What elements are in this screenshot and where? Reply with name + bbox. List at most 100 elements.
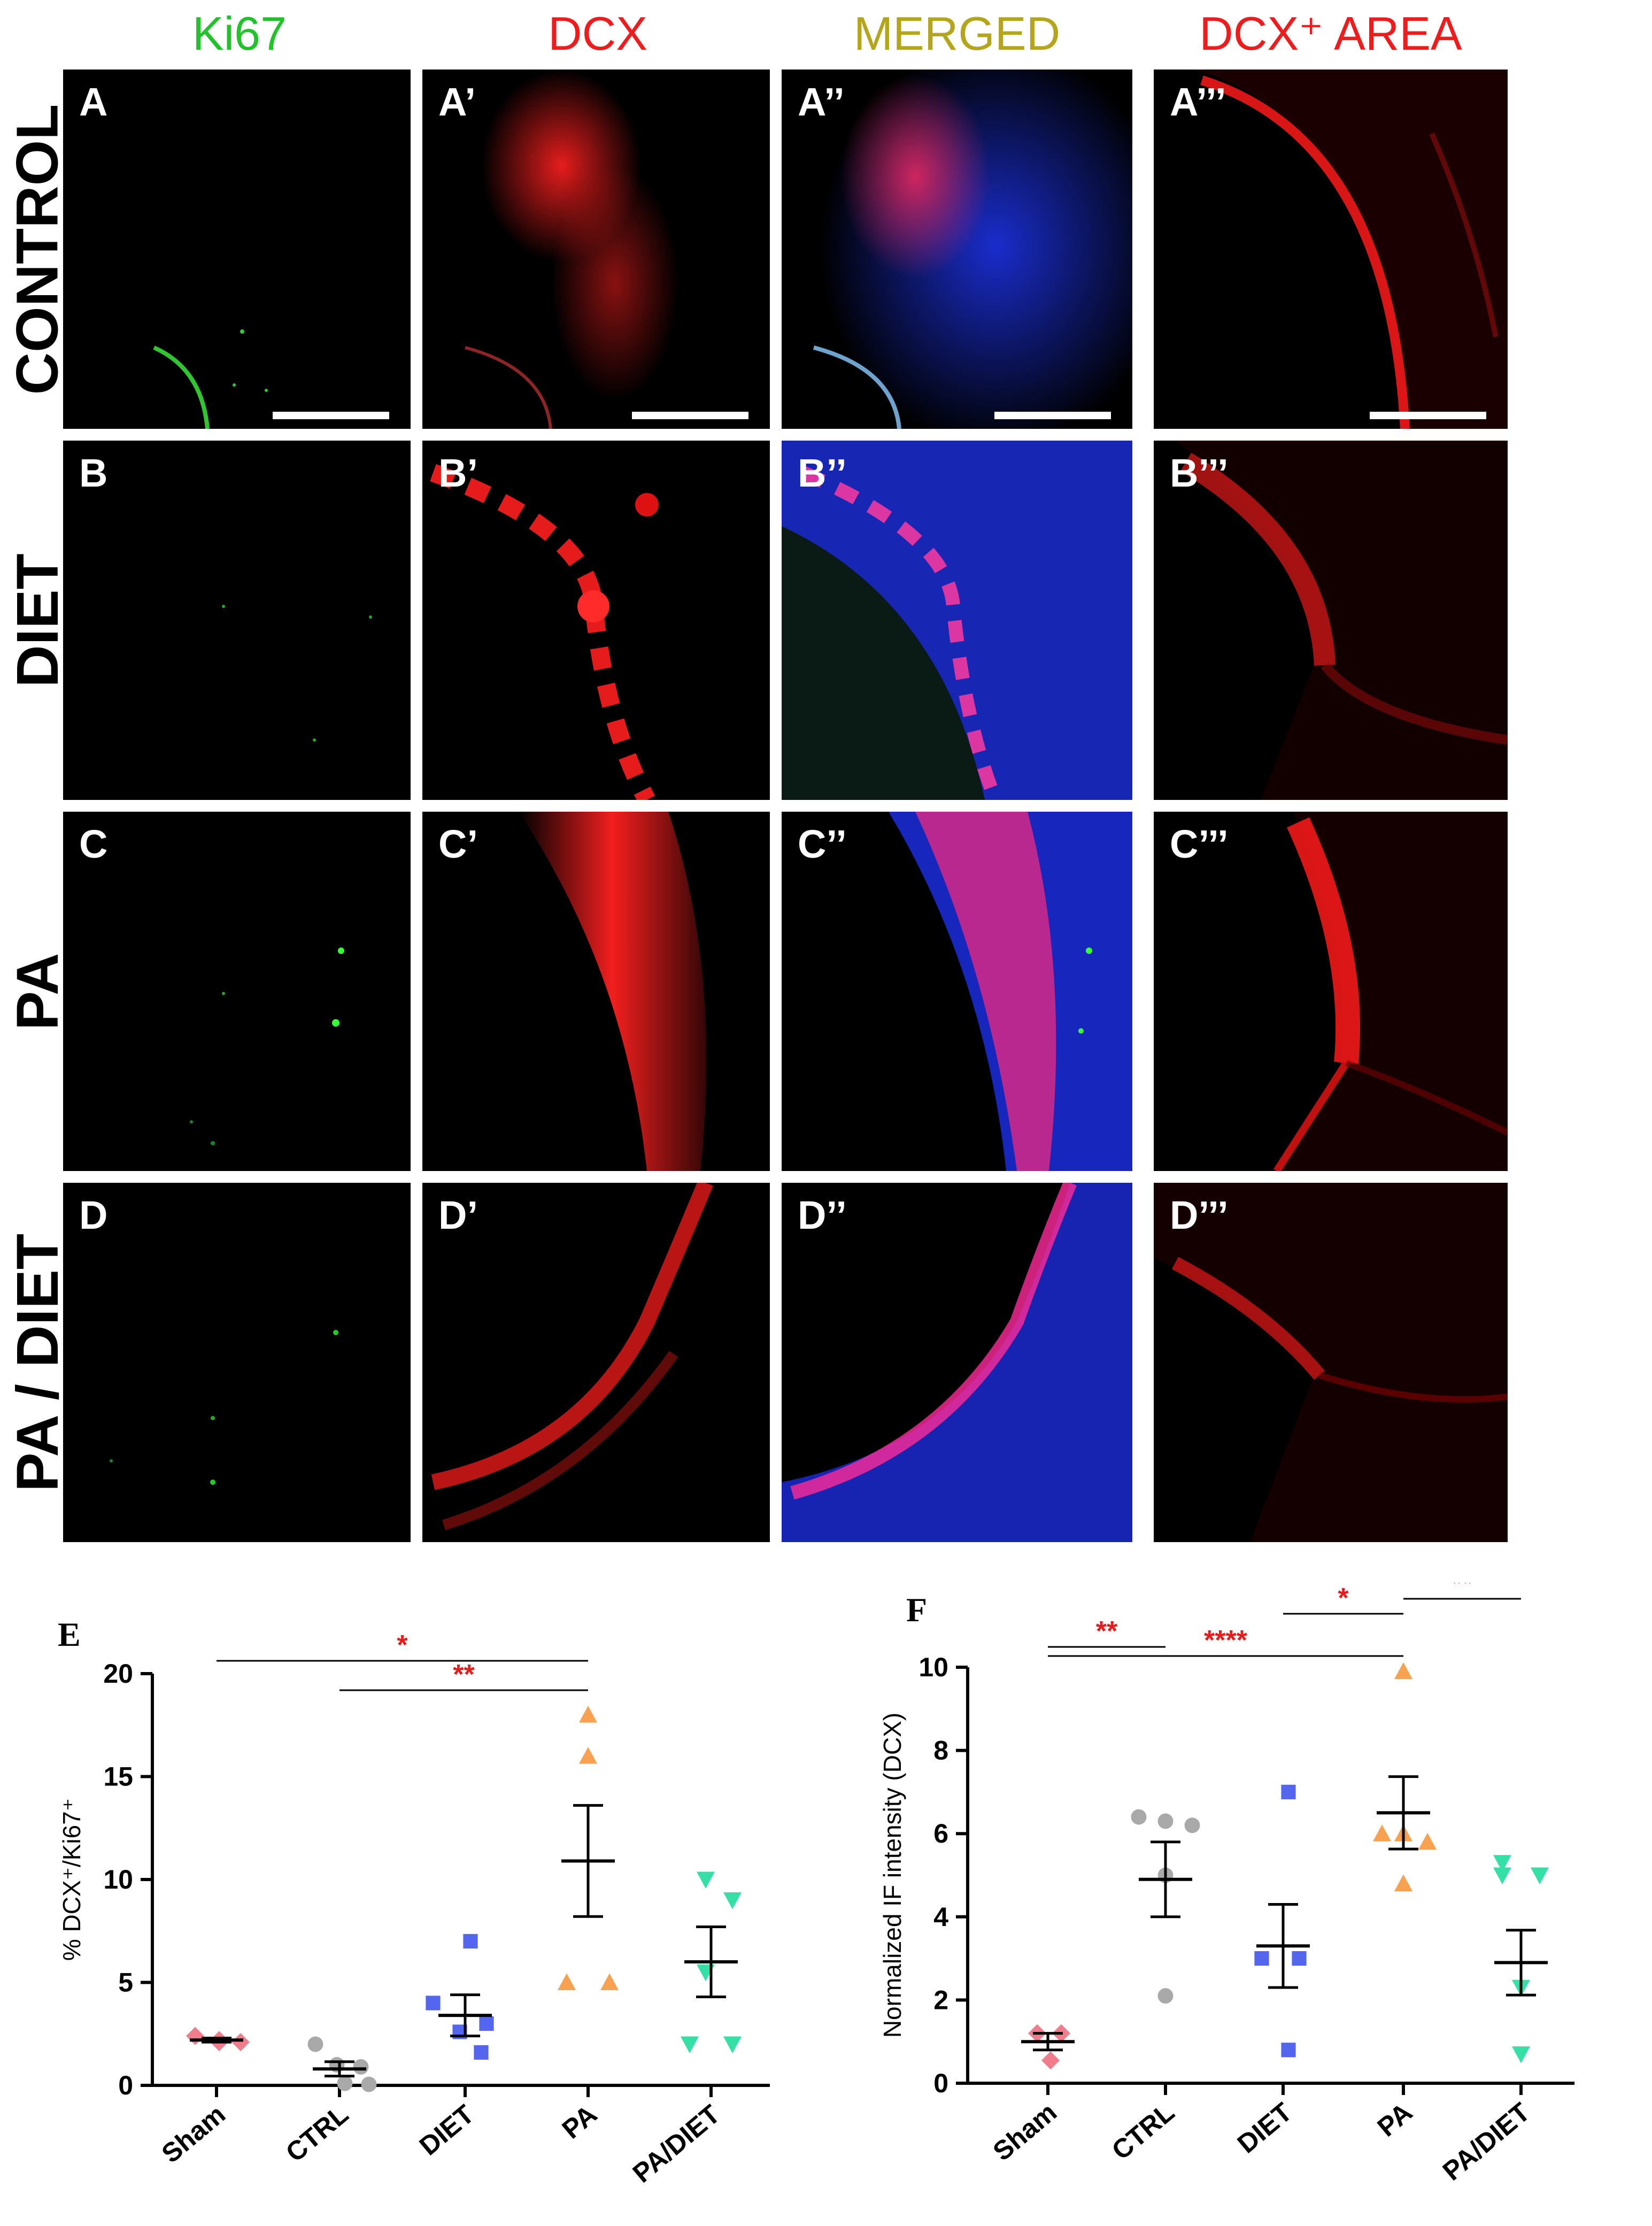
micrograph-ki67-diet: B: [63, 441, 411, 800]
micrograph-dcx-pa: C’: [422, 812, 770, 1171]
significance-label: **: [453, 1659, 475, 1690]
chart-f-if-intensity: F 0 2 4 6 8 10 Normalized IF intensity (DCX) Sha…: [878, 1583, 1574, 2186]
x-tick-label: PA/DIET: [1437, 2097, 1535, 2186]
x-tick-label: Sham: [156, 2099, 231, 2169]
data-point: [1254, 1951, 1269, 1966]
micrograph-ki67-pa: C: [63, 812, 411, 1171]
data-point: [579, 1706, 597, 1723]
x-tick-label: Sham: [987, 2097, 1062, 2167]
x-tick-label: DIET: [1232, 2097, 1298, 2159]
x-tick-label: PA: [557, 2099, 603, 2145]
y-tick-label: 10: [918, 1652, 948, 1682]
data-point: [558, 1973, 576, 1990]
y-tick-label: 2: [933, 1985, 948, 2015]
micrograph-dcx-area-pa: C’’’: [1154, 812, 1508, 1171]
data-point: [1184, 1817, 1200, 1834]
x-tick-label: PA: [1372, 2097, 1418, 2143]
data-point: [1493, 1867, 1511, 1884]
data-point: [307, 2036, 323, 2052]
data-point: [186, 2027, 204, 2045]
y-tick-label: 20: [103, 1659, 133, 1689]
significance-label: *: [397, 1630, 408, 1661]
y-tick-label: 4: [933, 1902, 948, 1932]
micrograph-dcx-area-diet: B’’’: [1154, 441, 1508, 800]
panel-label: D’: [438, 1193, 478, 1237]
panel-label: E: [58, 1615, 81, 1653]
data-point: [353, 2059, 369, 2075]
chart-e-dcx-ki67: E 0 5 10 15 20 % DCX⁺/Ki67⁺ Sham CTRL DIET PA PA/DI…: [58, 1615, 770, 2189]
x-tick-label: DIET: [414, 2099, 480, 2161]
y-tick-label: 10: [103, 1865, 133, 1894]
data-point: [1394, 1874, 1412, 1892]
data-point: [1373, 1824, 1391, 1842]
data-point: [426, 1996, 441, 2011]
panel-label: A: [79, 80, 108, 124]
panel-label: C’: [438, 822, 478, 866]
y-tick-label: 0: [118, 2070, 133, 2100]
micrograph-dcx-area-control: A’’’: [1154, 70, 1508, 429]
panel-label: A’: [438, 80, 476, 124]
data-point: [1292, 1951, 1307, 1966]
y-tick-label: 15: [103, 1762, 133, 1792]
data-point: [1512, 2046, 1530, 2063]
data-point: [579, 1747, 597, 1764]
data-point: [231, 2033, 250, 2052]
panel-label: D: [79, 1193, 108, 1237]
micrograph-merged-control: A’’: [782, 70, 1132, 429]
panel-label: D’’’: [1170, 1193, 1229, 1237]
panel-label: C’’: [798, 822, 847, 866]
micrograph-dcx-diet: B’: [422, 441, 770, 800]
y-axis-label: % DCX⁺/Ki67⁺: [58, 1798, 86, 1961]
data-point: [697, 1871, 715, 1889]
data-point: [1281, 1784, 1296, 1799]
data-point: [1418, 1832, 1437, 1850]
panel-label: C: [79, 822, 108, 866]
data-point: [1281, 2043, 1296, 2058]
panel-label: C’’’: [1170, 822, 1229, 866]
y-axis-label: Normalized IF intensity (DCX): [878, 1713, 906, 2038]
data-point: [1394, 1662, 1412, 1680]
panel-label: B’’’: [1170, 451, 1229, 495]
micrograph-dcx-area-pa-diet: D’’’: [1154, 1183, 1508, 1542]
scale-bar: [994, 412, 1111, 419]
micrograph-dcx-pa-diet: D’: [422, 1183, 770, 1542]
scale-bar: [1370, 412, 1486, 419]
significance-label: *: [1338, 1583, 1349, 1614]
data-point: [1157, 1988, 1174, 2004]
micrograph-merged-pa-diet: D’’: [782, 1183, 1132, 1542]
column-header-dcx-area: DCX⁺ AREA: [1199, 7, 1462, 60]
x-tick-label: CTRL: [1106, 2097, 1180, 2166]
micrograph-merged-diet: B’’: [782, 441, 1132, 800]
scale-bar: [273, 412, 389, 419]
data-point: [600, 1973, 619, 1990]
data-point: [1493, 1855, 1511, 1872]
data-point: [1041, 2051, 1060, 2070]
data-point: [337, 2075, 353, 2091]
panel-label: A’’’: [1170, 80, 1226, 124]
micrograph-merged-pa: C’’: [782, 812, 1132, 1171]
panel-label: B’’: [798, 451, 847, 495]
data-point: [479, 2016, 494, 2031]
column-header-dcx: DCX: [548, 7, 647, 60]
y-tick-label: 0: [933, 2068, 948, 2098]
data-point: [1131, 1809, 1147, 1825]
x-tick-label: CTRL: [280, 2099, 354, 2168]
micrograph-ki67-pa-diet: D: [63, 1183, 411, 1542]
column-header-ki67: Ki67: [192, 7, 287, 60]
micrograph-dcx-control: A’: [422, 70, 770, 429]
data-point: [723, 1892, 742, 1909]
data-point: [361, 2076, 377, 2092]
data-point: [1157, 1813, 1174, 1829]
panel-label: D’’: [798, 1193, 847, 1237]
significance-label: **: [1452, 1583, 1473, 1599]
panel-label: B: [79, 451, 108, 495]
data-point: [1531, 1867, 1549, 1884]
scale-bar: [632, 412, 748, 419]
data-point: [681, 2036, 699, 2053]
data-point: [463, 1934, 478, 1949]
column-header-merged: MERGED: [853, 7, 1061, 60]
significance-label: **: [1096, 1616, 1118, 1647]
y-tick-label: 5: [118, 1968, 133, 1998]
data-point: [474, 2045, 489, 2060]
data-point: [723, 2036, 742, 2053]
